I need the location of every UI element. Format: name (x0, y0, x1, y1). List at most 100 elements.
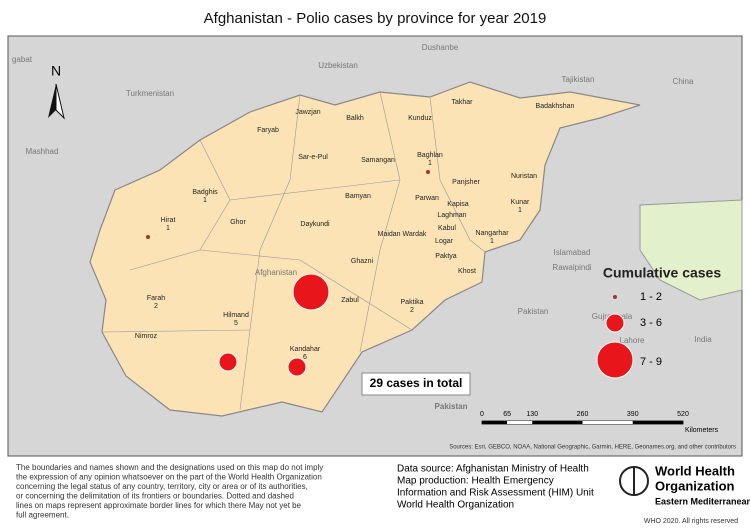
credit-line: Map production: Health Emergency (397, 476, 554, 487)
province-name: Kapisa (447, 201, 469, 208)
china-region (639, 199, 743, 301)
place-label: Dushanbe (422, 43, 459, 52)
province-name: Baghlan (417, 152, 443, 159)
scale-segment (507, 421, 533, 424)
afghanistan (89, 81, 641, 417)
total-box (361, 372, 471, 396)
province-cases: 1 (203, 197, 207, 204)
province-name: Paktika (401, 299, 424, 306)
place-label: Afghanistan (255, 268, 297, 277)
province-name: Maidan Wardak (378, 231, 427, 238)
province-name: Balkh (346, 115, 364, 122)
province-name: Hirat (161, 217, 176, 224)
province-name: Panjsher (452, 179, 480, 186)
province-name: Nangarhar (475, 230, 509, 237)
province-cases: 1 (166, 225, 170, 232)
disclaimer-line: The boundaries and names shown and the d… (16, 463, 323, 472)
province-name: Kabul (438, 225, 456, 232)
province-name: Kunduz (408, 115, 432, 122)
disclaimer-line: concerning the legal status of any count… (16, 482, 308, 491)
sources: Sources: Esri, GEBCO, NOAA, National Geo… (449, 445, 736, 451)
place-label: Lahore (620, 336, 645, 345)
credit-line: Data source: Afghanistan Ministry of Hea… (397, 464, 589, 475)
scale-segment (582, 421, 633, 424)
province-name: Ghor (230, 219, 246, 226)
province-borders (101, 91, 486, 411)
province-name: Kunar (511, 199, 530, 206)
logo-text: World Health (655, 463, 735, 478)
province-name: Faryab (257, 127, 279, 134)
case-dot (146, 235, 150, 239)
province-name: Kandahar (290, 346, 321, 353)
place-label: India (694, 335, 712, 344)
province-cases: 1 (518, 207, 522, 214)
place-label: Turkmenistan (126, 89, 174, 98)
case-circle (218, 352, 238, 372)
legend-label: 1 - 2 (640, 291, 662, 303)
legend-label: 7 - 9 (640, 356, 662, 368)
disclaimer-line: lines on maps represent approximate bord… (16, 501, 302, 510)
place-label: Mashhad (26, 147, 59, 156)
north-arrow: N (48, 63, 65, 120)
disclaimer-line: or concerning the delimitation of its fr… (16, 492, 294, 501)
disclaimer-line: the expression of any opinion whatsoever… (16, 473, 322, 482)
province-name: Jawzjan (295, 109, 320, 116)
province-cases: 2 (410, 307, 414, 314)
credit-line: World Health Organization (397, 500, 514, 511)
case-circle (292, 273, 330, 311)
credit-line: Information and Risk Assessment (HIM) Un… (397, 488, 594, 499)
scale-tick-label: 0 (480, 411, 484, 418)
place-label: Pakistan (435, 402, 468, 411)
province-name: Zabul (341, 297, 359, 304)
scale-tick-label: 260 (577, 411, 589, 418)
scale-tick-label: 520 (677, 411, 689, 418)
scale-unit: Kilometers (685, 427, 719, 434)
place-label: gabat (12, 55, 33, 64)
case-dot (426, 170, 430, 174)
scale-tick-label: 130 (526, 411, 538, 418)
legend-label: 3 - 6 (640, 317, 662, 329)
province-name: Takhar (451, 99, 473, 106)
logo-text: Eastern Mediterranean (655, 496, 750, 506)
place-label: Tajikistan (562, 75, 595, 84)
copyright: WHO 2020. All rights reserved (644, 518, 738, 525)
province-cases: 1 (428, 160, 432, 167)
scale-tick-label: 65 (503, 411, 511, 418)
legend-symbol (605, 313, 625, 333)
place-label: Rawalpindi (552, 263, 591, 272)
province-cases: 1 (490, 238, 494, 245)
province-name: Parwan (415, 195, 439, 202)
province-name: Badghis (192, 189, 218, 196)
province-name: Ghazni (351, 258, 374, 265)
province-name: Logar (435, 238, 454, 245)
province-name: Sar-e-Pul (298, 154, 328, 161)
province-name: Badakhshan (536, 103, 575, 110)
legend-symbol (596, 341, 634, 379)
province-name: Bamyan (345, 193, 371, 200)
scale-tick-label: 390 (627, 411, 639, 418)
place-label: China (673, 77, 694, 86)
province-cases: 2 (154, 303, 158, 310)
province-name: Farah (147, 295, 165, 302)
province-name: Samangan (361, 157, 395, 164)
total: 29 cases in total (370, 376, 463, 390)
province-cases: 5 (234, 320, 238, 327)
scale-segment (532, 421, 583, 424)
disclaimer-line: full agreement. (16, 511, 69, 520)
scale-segment (482, 421, 508, 424)
north-label: N (51, 63, 61, 79)
place-label: Uzbekistan (318, 61, 358, 70)
case-circle (287, 357, 307, 377)
scale-segment (632, 421, 683, 424)
who-logo: World Health Organization Eastern Medite… (619, 463, 750, 506)
title: Afghanistan - Polio cases by province fo… (204, 10, 547, 27)
province-name: Laghman (437, 212, 466, 219)
logo-text: Organization (655, 478, 735, 493)
place-label: Islamabad (554, 248, 591, 257)
province-name: Nuristan (511, 173, 537, 180)
province-name: Hilmand (223, 312, 249, 319)
province-cases: 6 (303, 354, 307, 361)
legend-title: Cumulative cases (603, 265, 721, 281)
legend-symbol (613, 295, 617, 299)
